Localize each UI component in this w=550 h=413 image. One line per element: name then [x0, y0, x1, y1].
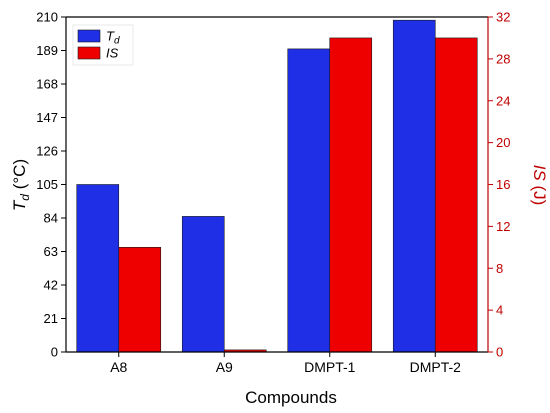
- right-tick-label: 8: [496, 261, 503, 276]
- ticks-group: 0 21 42 63 84 105 126 147 168 189 210 0 4 8 12 16 20 24 28…: [36, 10, 510, 360]
- right-tick-label: 24: [496, 93, 510, 108]
- legend-swatch-td: [77, 29, 101, 43]
- bar-is-dmpt-1: [329, 37, 373, 353]
- left-tick-label: 0: [51, 345, 58, 360]
- right-tick-label: 16: [496, 177, 510, 192]
- left-tick-label: 63: [44, 244, 58, 259]
- right-tick-label: 12: [496, 219, 510, 234]
- bars-group: [76, 19, 478, 353]
- category-label: A9: [216, 359, 233, 375]
- category-label: DMPT-1: [304, 359, 356, 375]
- right-tick-label: 32: [496, 10, 510, 25]
- right-tick-label: 4: [496, 303, 503, 318]
- bar-is-a8: [118, 247, 162, 353]
- left-tick-label: 105: [36, 177, 58, 192]
- legend-label-td: Td: [106, 29, 120, 47]
- left-tick-label: 21: [44, 311, 58, 326]
- left-axis-title: Td (°C): [10, 159, 32, 211]
- right-axis-title: IS (J): [530, 165, 549, 206]
- right-tick-label: 28: [496, 51, 510, 66]
- left-tick-label: 210: [36, 10, 58, 25]
- left-tick-label: 147: [36, 110, 58, 125]
- bar-td-a9: [181, 216, 225, 353]
- category-labels: A8 A9 DMPT-1 DMPT-2: [110, 352, 461, 375]
- right-tick-label: 20: [496, 135, 510, 150]
- bar-td-a8: [76, 184, 120, 353]
- left-tick-label: 42: [44, 278, 58, 293]
- right-tick-label: 0: [496, 345, 503, 360]
- bar-is-dmpt-2: [434, 37, 478, 353]
- left-tick-label: 126: [36, 144, 58, 159]
- legend-swatch-is: [77, 46, 101, 60]
- category-label: DMPT-2: [410, 359, 462, 375]
- left-tick-label: 189: [36, 43, 58, 58]
- legend-label-is: IS: [106, 46, 119, 61]
- x-axis-title: Compounds: [245, 388, 337, 407]
- left-tick-label: 168: [36, 77, 58, 92]
- category-label: A8: [110, 359, 127, 375]
- bar-td-dmpt-2: [392, 19, 436, 353]
- left-tick-label: 84: [44, 211, 58, 226]
- bar-td-dmpt-1: [287, 48, 331, 353]
